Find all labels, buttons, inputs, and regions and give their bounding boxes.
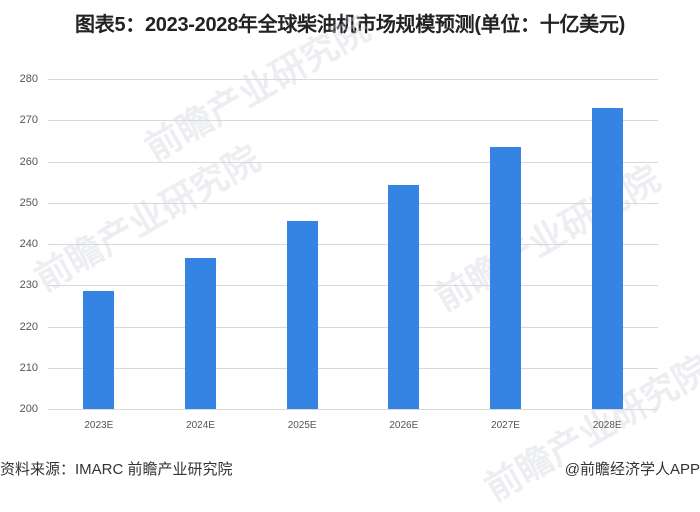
chart-title: 图表5：2023-2028年全球柴油机市场规模预测(单位：十亿美元) xyxy=(75,14,625,36)
y-tick-label: 200 xyxy=(19,403,38,415)
gridline xyxy=(48,244,658,245)
y-tick-label: 270 xyxy=(19,114,38,127)
bar-2028E xyxy=(591,107,623,409)
y-tick-label: 260 xyxy=(19,155,38,168)
x-tick-label: 2023E xyxy=(84,420,114,431)
bar-2023E xyxy=(83,291,115,409)
y-tick-label: 220 xyxy=(19,320,38,333)
credit-note: @前瞻经济学人APP xyxy=(564,461,700,478)
y-tick-label: 240 xyxy=(19,238,38,250)
gridline xyxy=(48,367,658,369)
y-tick-label: 280 xyxy=(19,73,38,85)
gridline xyxy=(48,202,658,204)
gridline xyxy=(48,79,658,80)
y-tick-label: 230 xyxy=(19,279,38,292)
source-note: 资料来源：IMARC 前瞻产业研究院 xyxy=(0,461,233,478)
gridline xyxy=(48,326,658,328)
bar-2024E xyxy=(185,257,216,409)
watermark: 前瞻产业研究院 xyxy=(27,137,267,299)
x-tick-label: 2026E xyxy=(389,420,419,431)
x-tick-label: 2024E xyxy=(186,420,215,431)
gridline xyxy=(48,285,658,287)
gridline xyxy=(48,161,658,163)
bar-2026E xyxy=(388,185,420,409)
gridline xyxy=(48,409,658,410)
x-tick-label: 2025E xyxy=(287,420,317,431)
watermark: 前瞻产业研究院 xyxy=(427,157,667,319)
y-tick-label: 250 xyxy=(19,196,38,209)
bar-2025E xyxy=(286,220,318,409)
y-tick-label: 210 xyxy=(19,361,38,374)
x-tick-label: 2028E xyxy=(592,420,622,431)
gridline xyxy=(48,120,658,122)
x-tick-label: 2027E xyxy=(491,420,520,431)
bar-2027E xyxy=(490,147,521,409)
